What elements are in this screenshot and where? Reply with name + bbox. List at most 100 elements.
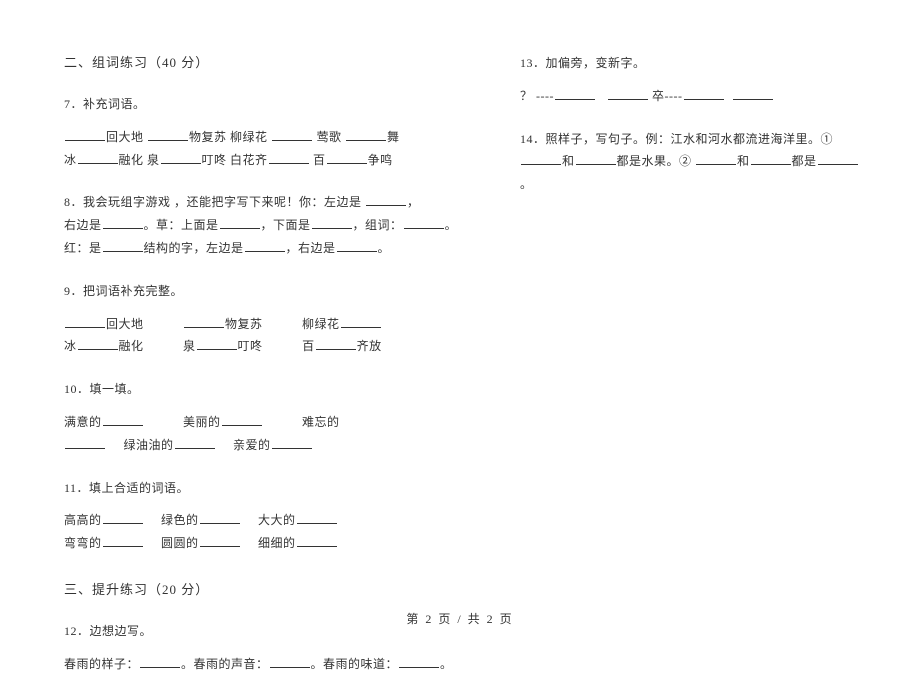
text: 8．我会玩组字游戏 ，还能把字写下来呢！你：左边是 xyxy=(64,195,365,209)
text: 百 xyxy=(310,153,326,167)
blank xyxy=(404,215,444,229)
blank xyxy=(103,412,143,426)
blank xyxy=(297,510,337,524)
blank xyxy=(78,336,118,350)
text: 争鸣 xyxy=(368,153,393,167)
text: 。 xyxy=(520,177,533,191)
blank xyxy=(576,151,616,165)
text: 都是 xyxy=(792,154,817,168)
question-8: 8．我会玩组字游戏 ，还能把字写下来呢！你：左边是 ， 右边是。草：上面是，下面… xyxy=(64,191,464,259)
blank xyxy=(270,654,310,668)
blank xyxy=(327,150,367,164)
blank xyxy=(78,150,118,164)
blank xyxy=(65,435,105,449)
blank xyxy=(297,533,337,547)
text: 。草：上面是 xyxy=(144,218,219,232)
text: 细细的 xyxy=(258,536,296,550)
blank xyxy=(220,215,260,229)
text: 回大地 xyxy=(106,317,144,331)
blank xyxy=(399,654,439,668)
blank xyxy=(269,150,309,164)
text: 春雨的样子： xyxy=(64,657,139,671)
blank xyxy=(197,336,237,350)
question-12: 12．边想边写。 春雨的样子：。春雨的声音：。春雨的味道：。 xyxy=(64,620,464,676)
blank xyxy=(272,127,312,141)
q7-body: 回大地 物复苏 柳绿花 莺歌 舞 冰融化 泉叮咚 白花齐 百争鸣 xyxy=(64,126,464,172)
text: 叮咚 白花齐 xyxy=(202,153,268,167)
blank xyxy=(312,215,352,229)
text: 。 xyxy=(445,218,458,232)
blank xyxy=(200,533,240,547)
blank xyxy=(103,215,143,229)
q13-body: ？ ---- 卒---- xyxy=(520,85,864,108)
question-10: 10．填一填。 满意的 美丽的 难忘的 绿油油的 亲爱的 xyxy=(64,378,464,456)
q13-title: 13．加偏旁，变新字。 xyxy=(520,52,864,75)
text: 叮咚 xyxy=(238,339,263,353)
blank xyxy=(140,654,180,668)
text: 卒---- xyxy=(652,89,683,103)
text: 舞 xyxy=(387,130,400,144)
text: 百 xyxy=(302,339,315,353)
blank xyxy=(555,86,595,100)
q10-body: 满意的 美丽的 难忘的 绿油油的 亲爱的 xyxy=(64,411,464,457)
q11-title: 11．填上合适的词语。 xyxy=(64,477,464,500)
blank xyxy=(200,510,240,524)
text: 。春雨的味道： xyxy=(311,657,399,671)
text: 绿色的 xyxy=(161,513,199,527)
blank xyxy=(272,435,312,449)
blank xyxy=(521,151,561,165)
text: 物复苏 xyxy=(225,317,263,331)
q9-title: 9．把词语补充完整。 xyxy=(64,280,464,303)
blank xyxy=(608,86,648,100)
blank xyxy=(103,533,143,547)
text: 融化 泉 xyxy=(119,153,160,167)
text: 绿油油的 xyxy=(124,438,174,452)
text: ，组词： xyxy=(353,218,403,232)
blank xyxy=(341,314,381,328)
q10-title: 10．填一填。 xyxy=(64,378,464,401)
question-13: 13．加偏旁，变新字。 ？ ---- 卒---- xyxy=(520,52,864,108)
text: 泉 xyxy=(183,339,196,353)
text: 亲爱的 xyxy=(233,438,271,452)
blank xyxy=(696,151,736,165)
blank xyxy=(818,151,858,165)
blank xyxy=(103,238,143,252)
q7-title: 7．补充词语。 xyxy=(64,93,464,116)
blank xyxy=(148,127,188,141)
text: 难忘的 xyxy=(302,415,340,429)
text: 满意的 xyxy=(64,415,102,429)
question-9: 9．把词语补充完整。 回大地 物复苏 柳绿花 冰融化 泉叮咚 百齐放 xyxy=(64,280,464,358)
text: 。春雨的声音： xyxy=(181,657,269,671)
text: 红：是 xyxy=(64,241,102,255)
page-footer: 第 2 页 / 共 2 页 xyxy=(0,610,920,627)
blank xyxy=(346,127,386,141)
text: 和 xyxy=(737,154,750,168)
text: 冰 xyxy=(64,339,77,353)
blank xyxy=(103,510,143,524)
q12-body: 春雨的样子：。春雨的声音：。春雨的味道：。 xyxy=(64,653,464,676)
section-2-title: 二、组词练习（40 分） xyxy=(64,52,464,71)
blank xyxy=(175,435,215,449)
text: 冰 xyxy=(64,153,77,167)
blank xyxy=(222,412,262,426)
text: 物复苏 柳绿花 xyxy=(189,130,268,144)
text: 圆圆的 xyxy=(161,536,199,550)
q14-body: 14．照样子，写句子。例：江水和河水都流进海洋里。① 和都是水果。② 和都是。 xyxy=(520,128,864,196)
text: ？ ---- xyxy=(520,89,554,103)
question-11: 11．填上合适的词语。 高高的 绿色的 大大的 弯弯的 圆圆的 细细的 xyxy=(64,477,464,555)
text: 右边是 xyxy=(64,218,102,232)
text: 大大的 xyxy=(258,513,296,527)
blank xyxy=(751,151,791,165)
text: 高高的 xyxy=(64,513,102,527)
q9-body: 回大地 物复苏 柳绿花 冰融化 泉叮咚 百齐放 xyxy=(64,313,464,359)
question-14: 14．照样子，写句子。例：江水和河水都流进海洋里。① 和都是水果。② 和都是。 xyxy=(520,128,864,196)
text: 弯弯的 xyxy=(64,536,102,550)
blank xyxy=(65,314,105,328)
text: 齐放 xyxy=(357,339,382,353)
text: 14．照样子，写句子。例：江水和河水都流进海洋里。① xyxy=(520,132,833,146)
text: 结构的字，左边是 xyxy=(144,241,244,255)
q11-body: 高高的 绿色的 大大的 弯弯的 圆圆的 细细的 xyxy=(64,509,464,555)
blank xyxy=(184,314,224,328)
left-column: 二、组词练习（40 分） 7．补充词语。 回大地 物复苏 柳绿花 莺歌 舞 冰融… xyxy=(64,52,464,696)
question-7: 7．补充词语。 回大地 物复苏 柳绿花 莺歌 舞 冰融化 泉叮咚 白花齐 百争鸣 xyxy=(64,93,464,171)
